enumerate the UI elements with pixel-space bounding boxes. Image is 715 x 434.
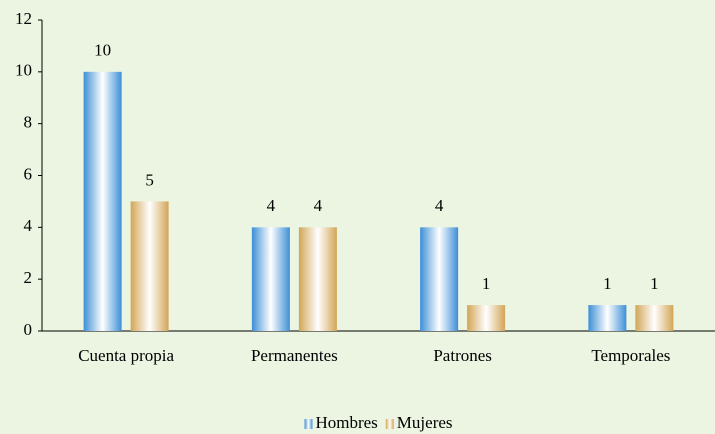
x-tick-label: Cuenta propia: [78, 346, 174, 365]
data-label: 1: [650, 274, 659, 293]
y-tick-label: 0: [24, 320, 33, 339]
data-label: 4: [435, 196, 444, 215]
y-tick-label: 6: [24, 164, 33, 183]
data-label: 1: [603, 274, 612, 293]
bar: [83, 71, 122, 331]
data-label: 5: [145, 170, 154, 189]
data-label: 4: [314, 196, 323, 215]
x-tick-label: Temporales: [591, 346, 670, 365]
legend-label: Hombres: [315, 413, 377, 432]
data-label: 4: [267, 196, 276, 215]
legend-marker: [385, 419, 394, 429]
legend-label: Mujeres: [397, 413, 453, 432]
y-tick-label: 12: [15, 9, 32, 28]
bar: [251, 227, 290, 331]
bar: [635, 305, 674, 331]
bar: [588, 305, 627, 331]
x-tick-label: Permanentes: [251, 346, 338, 365]
data-label: 1: [482, 274, 491, 293]
y-tick-label: 4: [24, 216, 33, 235]
y-tick-label: 10: [15, 61, 32, 80]
y-tick-label: 2: [24, 268, 33, 287]
bar: [130, 201, 169, 331]
data-label: 10: [94, 41, 111, 60]
bar: [420, 227, 459, 331]
legend: Hombres Mujeres: [304, 413, 453, 432]
legend-marker: [304, 419, 313, 429]
x-tick-label: Patrones: [433, 346, 492, 365]
bar: [298, 227, 337, 331]
bar: [467, 305, 506, 331]
y-tick-label: 8: [24, 113, 33, 132]
